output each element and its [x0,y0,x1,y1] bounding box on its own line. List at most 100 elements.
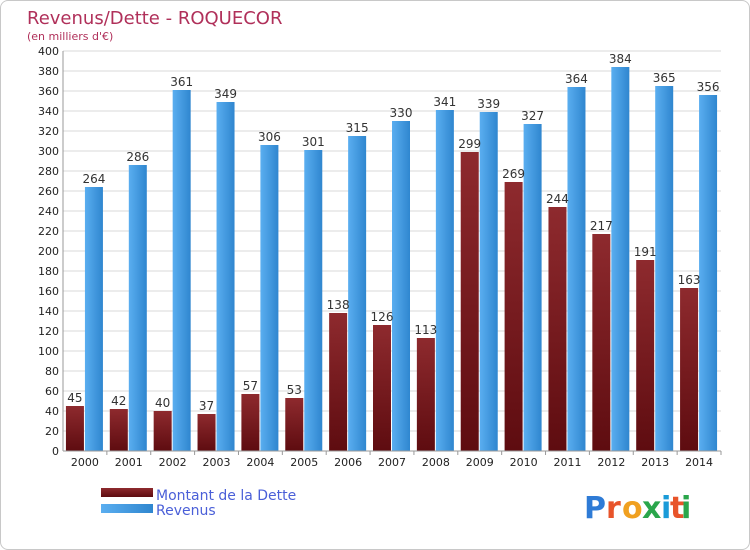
value-label-debt-2013: 191 [634,245,657,259]
bar-revenus-2013 [655,86,674,451]
logo-letter-o: o [622,491,643,526]
legend-label-debt: Montant de la Dette [156,488,296,504]
y-tick-label-300: 300 [38,145,59,158]
bar-debt-2008 [416,338,435,451]
y-tick-label-280: 280 [38,165,59,178]
y-tick-label-340: 340 [38,105,59,118]
x-tick-label-2001: 2001 [115,456,143,469]
value-label-revenus-2013: 365 [653,71,676,85]
value-label-revenus-2003: 349 [214,87,237,101]
x-tick-label-2000: 2000 [71,456,99,469]
bar-revenus-2001 [128,165,147,451]
x-tick-label-2012: 2012 [597,456,625,469]
value-label-revenus-2008: 341 [433,95,456,109]
y-tick-label-380: 380 [38,65,59,78]
y-tick-label-320: 320 [38,125,59,138]
y-tick-label-40: 40 [45,405,59,418]
value-label-debt-2000: 45 [67,391,82,405]
x-tick-label-2013: 2013 [641,456,669,469]
y-tick-label-160: 160 [38,285,59,298]
proxiti-logo: P r o x i t i [584,491,691,526]
x-tick-label-2004: 2004 [246,456,274,469]
legend-swatch-debt [101,488,153,497]
bar-debt-2011 [548,207,567,451]
y-tick-label-180: 180 [38,265,59,278]
value-label-debt-2008: 113 [414,323,437,337]
bar-debt-2014 [680,288,699,451]
value-label-revenus-2000: 264 [82,172,105,186]
x-tick-label-2005: 2005 [290,456,318,469]
value-label-revenus-2005: 301 [302,135,325,149]
bar-revenus-2011 [567,87,586,451]
bar-debt-2006 [329,313,348,451]
chart-title: Revenus/Dette - ROQUECOR [27,8,282,29]
bar-revenus-2004 [260,145,279,451]
value-label-debt-2002: 40 [155,396,170,410]
bar-revenus-2005 [304,150,323,451]
y-axis: 0 20 40 60 80 100 120 140 160 180 200 220 240 260 280 3… [38,45,64,458]
value-label-revenus-2014: 356 [697,80,720,94]
bar-debt-2013 [636,260,655,451]
value-labels: 45 264 42 286 40 361 37 349 57 306 53 301 138 315 126 3… [67,52,719,413]
x-tick-label-2010: 2010 [510,456,538,469]
bar-revenus-2003 [216,102,235,451]
x-tick-label-2007: 2007 [378,456,406,469]
y-tick-label-400: 400 [38,45,59,58]
y-tick-label-100: 100 [38,345,59,358]
value-label-debt-2006: 138 [327,298,350,312]
legend: Montant de la Dette Revenus [101,488,296,519]
value-label-revenus-2001: 286 [126,150,149,164]
y-tick-label-80: 80 [45,365,59,378]
bar-revenus-2006 [348,136,367,451]
legend-label-revenus: Revenus [156,503,216,519]
x-tick-label-2008: 2008 [422,456,450,469]
value-label-revenus-2011: 364 [565,72,588,86]
bar-revenus-2014 [699,95,718,451]
bar-revenus-2012 [611,67,630,451]
value-label-debt-2014: 163 [678,273,701,287]
value-label-debt-2009: 299 [458,137,481,151]
value-label-debt-2012: 217 [590,219,613,233]
x-tick-label-2002: 2002 [159,456,187,469]
bar-debt-2005 [285,398,304,451]
bar-revenus-2000 [84,187,103,451]
bar-debt-2001 [109,409,128,451]
bar-debt-2002 [153,411,172,451]
logo-letter-t: t [670,491,684,526]
bar-revenus-2008 [435,110,454,451]
bar-debt-2009 [460,152,479,451]
x-tick-label-2011: 2011 [553,456,581,469]
bar-debt-2004 [241,394,260,451]
bar-debt-2000 [65,406,84,451]
legend-swatch-revenus [101,504,153,513]
value-label-revenus-2010: 327 [521,109,544,123]
y-tick-label-140: 140 [38,305,59,318]
logo-letter-r: r [606,491,621,526]
logo-letter-i1: i [661,491,671,526]
y-tick-label-20: 20 [45,425,59,438]
logo-letter-x: x [642,491,661,526]
value-label-debt-2007: 126 [371,310,394,324]
value-label-debt-2003: 37 [199,399,214,413]
value-label-revenus-2004: 306 [258,130,281,144]
bar-revenus-2007 [392,121,410,451]
x-axis: 2000 2001 2002 2003 2004 2005 2006 2007 2008 2009… [63,450,722,469]
value-label-debt-2004: 57 [243,379,258,393]
y-tick-label-60: 60 [45,385,59,398]
x-tick-label-2009: 2009 [466,456,494,469]
x-tick-label-2014: 2014 [685,456,713,469]
y-tick-label-220: 220 [38,225,59,238]
y-tick-label-0: 0 [52,445,59,458]
y-tick-label-360: 360 [38,85,59,98]
x-tick-label-2006: 2006 [334,456,362,469]
y-tick-label-200: 200 [38,245,59,258]
bar-debt-2007 [373,325,391,451]
bars [65,67,718,451]
value-label-revenus-2002: 361 [170,75,193,89]
y-tick-label-260: 260 [38,185,59,198]
value-label-debt-2005: 53 [287,383,302,397]
bar-debt-2010 [504,182,523,451]
y-tick-label-240: 240 [38,205,59,218]
